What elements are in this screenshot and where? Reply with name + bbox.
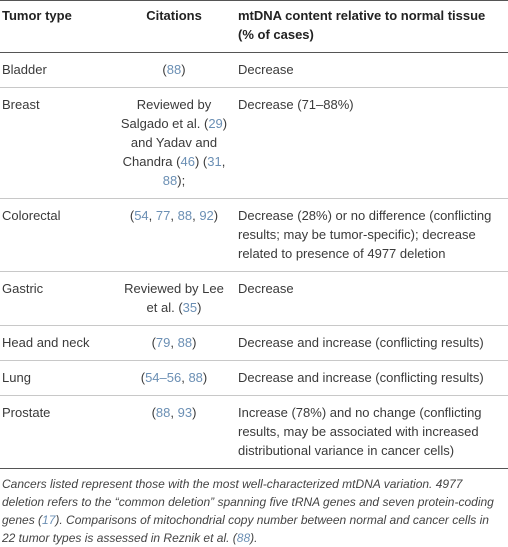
mtdna-content: Decrease [236, 52, 508, 88]
reference: 17 [42, 513, 56, 527]
text-segment: Reviewed by Salgado et al. ( [120, 97, 212, 131]
citations: (88, 93) [116, 395, 236, 469]
text-segment: ) [192, 335, 197, 350]
text-segment: , [181, 370, 189, 385]
tumor-type: Breast [0, 87, 116, 199]
text-segment: ) [202, 370, 208, 385]
footnote: Cancers listed represent those with the … [0, 469, 508, 547]
table-row: Lung (54–56, 88) Decrease and increase (co… [0, 360, 508, 396]
text-segment: ) [197, 300, 202, 315]
text-segment: ( [129, 208, 135, 223]
column-header: mtDNA content relative to normal tissue … [236, 0, 508, 53]
text-segment: ); [177, 173, 186, 188]
reference: 46 [180, 154, 195, 169]
text-segment: Reviewed by Lee et al. ( [124, 281, 224, 315]
text-segment: ( [151, 335, 156, 350]
reference: 77 [155, 208, 171, 223]
text-segment: ) and Yadav and Chandra ( [122, 116, 228, 169]
text-segment: , [170, 335, 178, 350]
reference: 88 [188, 370, 203, 385]
reference: 29 [208, 116, 223, 131]
citations: (54, 77, 88, 92) [116, 198, 236, 272]
reference: 88 [236, 531, 251, 545]
mtdna-content: Decrease (71–88%) [236, 87, 508, 199]
tumor-type: Bladder [0, 52, 116, 88]
text-segment: ) [192, 405, 197, 420]
text-segment: , [192, 208, 200, 223]
mtdna-content: Decrease and increase (conflicting resul… [236, 325, 508, 361]
reference: 35 [182, 300, 198, 315]
reference: 88 [155, 405, 171, 420]
table-row: Head and neck (79, 88) Decrease and increa… [0, 325, 508, 361]
citations: (79, 88) [116, 325, 236, 361]
tumor-type: Gastric [0, 271, 116, 326]
reference: 88 [177, 335, 193, 350]
reference: 93 [177, 405, 193, 420]
text-segment: , [170, 208, 178, 223]
reference: 79 [155, 335, 171, 350]
text-segment: ( [140, 370, 146, 385]
table-row: Breast Reviewed by Salgado et al. (29) an… [0, 87, 508, 199]
data-table: Tumor type Citations mtDNA content relativ… [0, 0, 508, 469]
text-segment: ) [181, 62, 186, 77]
text-segment: , [221, 154, 226, 169]
table-row: Gastric Reviewed by Lee et al. (35) Decrea… [0, 271, 508, 326]
text-segment: ( [162, 62, 167, 77]
table-row: Bladder (88) Decrease [0, 52, 508, 88]
tumor-type: Colorectal [0, 198, 116, 272]
reference: 88 [166, 62, 182, 77]
text-segment: Cancers listed represent those with the … [2, 477, 494, 527]
text-segment: ). [250, 531, 258, 545]
mtdna-content: Increase (78%) and no change (conflictin… [236, 395, 508, 469]
citations: Reviewed by Lee et al. (35) [116, 271, 236, 326]
tumor-type: Head and neck [0, 325, 116, 361]
reference: 88 [177, 208, 193, 223]
reference: 92 [199, 208, 214, 223]
reference: 54–56 [145, 370, 182, 385]
citations: (54–56, 88) [116, 360, 236, 396]
column-header: Citations [116, 0, 236, 53]
text-segment: , [148, 208, 156, 223]
mtdna-content: Decrease and increase (conflicting resul… [236, 360, 508, 396]
text-segment: , [170, 405, 178, 420]
tumor-type: Lung [0, 360, 116, 396]
mtdna-content: Decrease [236, 271, 508, 326]
citations: Reviewed by Salgado et al. (29) and Yada… [116, 87, 236, 199]
reference: 88 [162, 173, 178, 188]
reference: 31 [207, 154, 222, 169]
citations: (88) [116, 52, 236, 88]
text-segment: ) ( [194, 154, 208, 169]
header-row: Tumor type Citations mtDNA content relativ… [0, 0, 508, 53]
mtdna-content: Decrease (28%) or no difference (conflic… [236, 198, 508, 272]
table-row: Colorectal (54, 77, 88, 92) Decrease (28%)… [0, 198, 508, 272]
table-row: Prostate (88, 93) Increase (78%) and no ch… [0, 395, 508, 469]
reference: 54 [134, 208, 149, 223]
text-segment: ( [151, 405, 156, 420]
tumor-type: Prostate [0, 395, 116, 469]
column-header: Tumor type [0, 0, 116, 53]
text-segment: ) [213, 208, 219, 223]
